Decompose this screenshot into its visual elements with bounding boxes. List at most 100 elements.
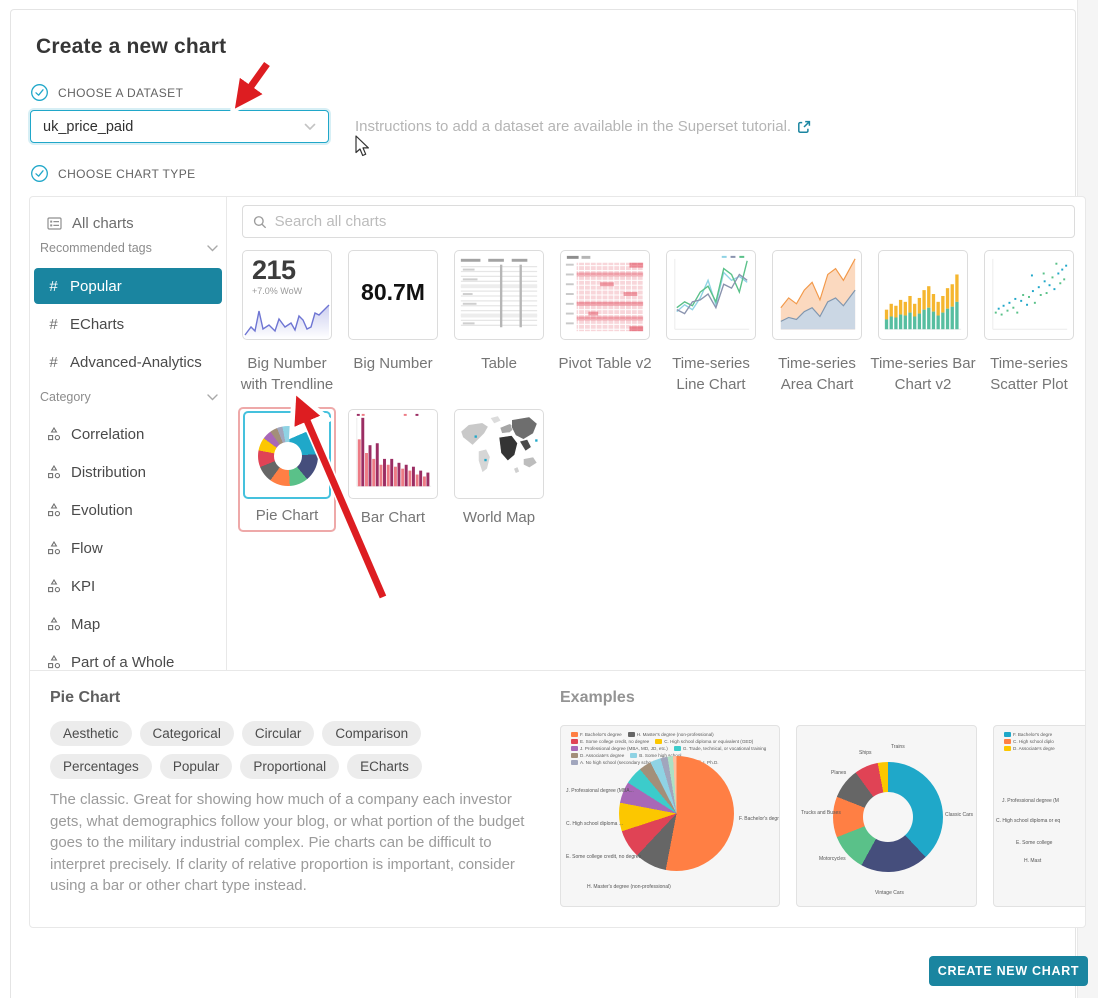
tag-pill: Aesthetic (50, 721, 132, 746)
chart-description: The classic. Great for showing how much … (50, 791, 525, 894)
hash-icon: # (49, 277, 58, 295)
chart-type-label: Big Number (353, 355, 433, 372)
sidebar-item-popular[interactable]: # Popular (34, 268, 222, 304)
tag-pill: Circular (241, 721, 315, 746)
dataset-instructions-text: Instructions to add a dataset are availa… (355, 118, 792, 135)
tag-pill: Comparison (322, 721, 422, 746)
section-recommended-tags[interactable]: Recommended tags (40, 238, 218, 258)
chart-search (242, 205, 1075, 238)
sidebar-item-kpi[interactable]: KPI (30, 568, 227, 604)
sidebar-item-correlation[interactable]: Correlation (30, 416, 227, 452)
chart-type-ts-line-chart[interactable] (666, 250, 756, 340)
all-charts-icon (47, 216, 62, 230)
chart-type-big-number[interactable]: 80.7M (348, 250, 438, 340)
external-link-icon[interactable] (797, 120, 811, 134)
panel-divider (30, 670, 1085, 671)
example-pie-chart-image-clipped: F. Bachelor's degre C. High school diplo… (993, 725, 1085, 907)
section-category[interactable]: Category (40, 387, 218, 407)
tag-pill: ECharts (347, 754, 422, 779)
tag-pill: Categorical (139, 721, 234, 746)
chart-type-label: Table (481, 355, 517, 372)
create-chart-card: Create a new chart CHOOSE A DATASET uk_p… (10, 9, 1088, 998)
examples-title: Examples (560, 689, 635, 706)
area-chart-thumbnail (780, 258, 856, 330)
step-complete-check-icon (31, 84, 48, 101)
chart-type-label: Big Number with Trendline (240, 355, 334, 393)
dataset-select-value: uk_price_paid (43, 118, 134, 135)
chart-type-ts-area-chart[interactable] (772, 250, 862, 340)
chart-type-ts-scatter-plot[interactable] (984, 250, 1074, 340)
sidebar-item-all-charts[interactable]: All charts (30, 205, 227, 241)
example-donut (833, 762, 943, 872)
sidebar-item-distribution[interactable]: Distribution (30, 454, 227, 490)
trendline-sparkline (244, 304, 330, 339)
examples-row: F. Bachelor's degree H. Master's degree (… (560, 725, 1085, 910)
sidebar-item-part-of-a-whole[interactable]: Part of a Whole (30, 644, 227, 680)
chart-type-label: Pie Chart (255, 507, 319, 524)
tag-pill: Popular (159, 754, 233, 779)
sidebar-item-evolution[interactable]: Evolution (30, 492, 227, 528)
category-icon (48, 503, 61, 517)
world-map-thumbnail (460, 415, 538, 474)
example-donut-chart-image: Trains Ships Planes Trucks and Buses Mot… (796, 725, 977, 907)
chart-type-pie-chart-selected[interactable]: Pie Chart (238, 407, 336, 532)
chart-type-world-map[interactable] (454, 409, 544, 499)
example-pie-chart-image: F. Bachelor's degree H. Master's degree (… (560, 725, 780, 907)
section-title: Category (40, 390, 91, 404)
page-title: Create a new chart (36, 35, 227, 58)
category-icon (48, 655, 61, 669)
chevron-down-icon (207, 393, 218, 400)
bar-chart-v2-thumbnail (884, 274, 962, 330)
chart-type-label: Bar Chart (360, 509, 426, 526)
chart-type-label: Time-series Line Chart (672, 355, 750, 393)
sidebar-item-flow[interactable]: Flow (30, 530, 227, 566)
search-input[interactable] (274, 213, 1064, 230)
chart-type-label: Time-series Area Chart (778, 355, 856, 393)
hash-icon: # (49, 315, 58, 333)
chart-type-label: Time-series Bar Chart v2 (870, 355, 976, 393)
example-legend: F. Bachelor's degre C. High school diplo… (1004, 732, 1085, 751)
tag-pill: Proportional (240, 754, 340, 779)
chart-tags: Aesthetic Categorical Circular Compariso… (50, 721, 500, 779)
table-thumbnail (460, 258, 538, 328)
scatter-plot-thumbnail (992, 258, 1068, 330)
pie-chart-thumbnail-card[interactable] (243, 411, 331, 499)
dataset-instructions: Instructions to add a dataset are availa… (355, 118, 811, 135)
dataset-select[interactable]: uk_price_paid (30, 110, 329, 143)
create-new-chart-button[interactable]: CREATE NEW CHART (929, 956, 1088, 986)
thumb-big-number-value: 215 (252, 255, 296, 285)
choose-chart-type-label: CHOOSE CHART TYPE (58, 166, 196, 181)
chevron-down-icon (207, 244, 218, 251)
section-title: Recommended tags (40, 241, 152, 255)
tag-pill: Percentages (50, 754, 152, 779)
category-icon (48, 427, 61, 441)
chart-type-panel: All charts Recommended tags # Popular # … (29, 196, 1086, 928)
chart-type-table[interactable] (454, 250, 544, 340)
chart-type-sidebar: All charts Recommended tags # Popular # … (30, 197, 227, 671)
selected-chart-title: Pie Chart (50, 689, 121, 706)
thumb-big-number-value: 80.7M (361, 279, 425, 305)
line-chart-thumbnail (674, 255, 750, 330)
category-icon (48, 541, 61, 555)
category-icon (48, 579, 61, 593)
chart-type-ts-bar-chart-v2[interactable] (878, 250, 968, 340)
step-complete-check-icon (31, 165, 48, 182)
sidebar-item-echarts[interactable]: # ECharts (34, 306, 222, 342)
chart-type-label: Pivot Table v2 (558, 355, 652, 372)
category-icon (48, 465, 61, 479)
chart-type-label: World Map (462, 509, 536, 526)
choose-dataset-step: CHOOSE A DATASET (31, 84, 183, 101)
all-charts-label: All charts (72, 214, 134, 232)
chart-type-pivot-table-v2[interactable] (560, 250, 650, 340)
category-icon (48, 617, 61, 631)
sidebar-item-map[interactable]: Map (30, 606, 227, 642)
chart-type-label: Time-series Scatter Plot (990, 355, 1068, 393)
chart-type-big-number-trendline[interactable]: 215 +7.0% WoW (242, 250, 332, 340)
choose-chart-type-step: CHOOSE CHART TYPE (31, 165, 196, 182)
hash-icon: # (49, 353, 58, 371)
chart-type-bar-chart[interactable] (348, 409, 438, 499)
sidebar-item-advanced-analytics[interactable]: # Advanced-Analytics (34, 344, 222, 380)
pivot-table-thumbnail (565, 255, 644, 332)
pie-chart-thumbnail (258, 426, 318, 486)
